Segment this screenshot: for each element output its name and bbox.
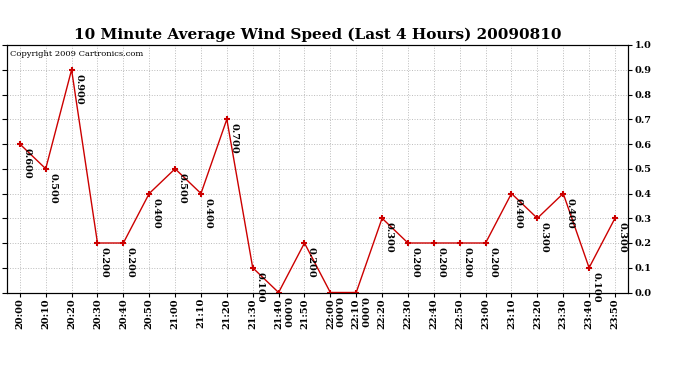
Title: 10 Minute Average Wind Speed (Last 4 Hours) 20090810: 10 Minute Average Wind Speed (Last 4 Hou… bbox=[74, 28, 561, 42]
Text: Copyright 2009 Cartronics.com: Copyright 2009 Cartronics.com bbox=[10, 50, 144, 58]
Text: 0.200: 0.200 bbox=[100, 247, 109, 278]
Text: 0.200: 0.200 bbox=[462, 247, 471, 278]
Text: 0.300: 0.300 bbox=[540, 222, 549, 253]
Text: 0.600: 0.600 bbox=[22, 148, 31, 179]
Text: 0.300: 0.300 bbox=[618, 222, 627, 253]
Text: 0.900: 0.900 bbox=[74, 74, 83, 105]
Text: 0.400: 0.400 bbox=[204, 198, 213, 228]
Text: 0.500: 0.500 bbox=[177, 173, 186, 204]
Text: 0.500: 0.500 bbox=[48, 173, 57, 204]
Text: 0.200: 0.200 bbox=[436, 247, 445, 278]
Text: 0.000: 0.000 bbox=[281, 297, 290, 327]
Text: 0.400: 0.400 bbox=[514, 198, 523, 228]
Text: 0.000: 0.000 bbox=[333, 297, 342, 327]
Text: 0.400: 0.400 bbox=[566, 198, 575, 228]
Text: 0.200: 0.200 bbox=[488, 247, 497, 278]
Text: 0.100: 0.100 bbox=[591, 272, 600, 303]
Text: 0.000: 0.000 bbox=[359, 297, 368, 327]
Text: 0.100: 0.100 bbox=[255, 272, 264, 303]
Text: 0.200: 0.200 bbox=[126, 247, 135, 278]
Text: 0.400: 0.400 bbox=[152, 198, 161, 228]
Text: 0.300: 0.300 bbox=[384, 222, 393, 253]
Text: 0.700: 0.700 bbox=[229, 123, 238, 154]
Text: 0.200: 0.200 bbox=[411, 247, 420, 278]
Text: 0.200: 0.200 bbox=[307, 247, 316, 278]
